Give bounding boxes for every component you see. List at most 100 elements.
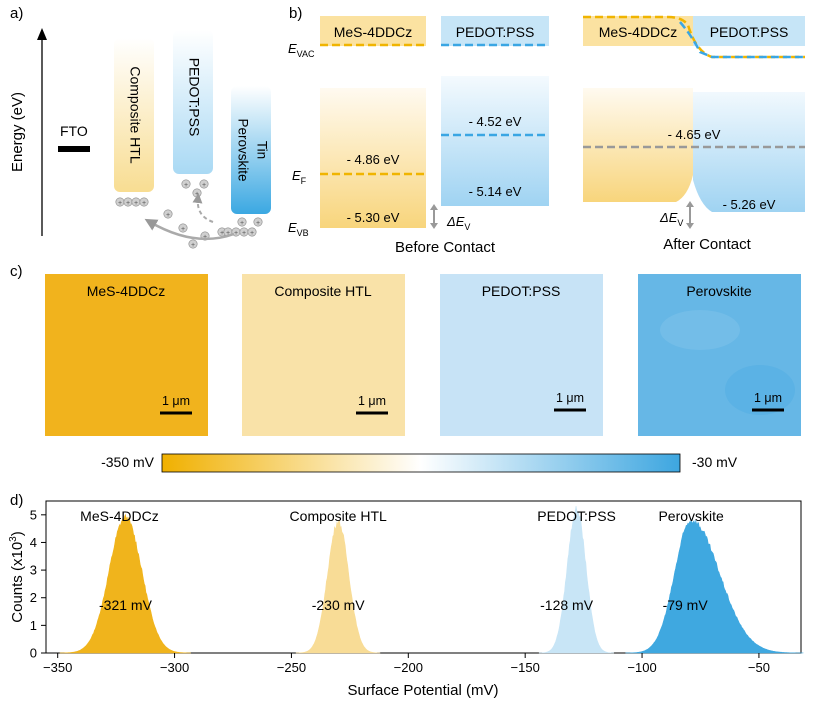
x-axis-label: Surface Potential (mV) bbox=[348, 682, 499, 699]
hole-marker-sign: + bbox=[203, 234, 207, 241]
histogram-area bbox=[295, 519, 381, 654]
mes-box bbox=[320, 16, 426, 46]
after-vb-value: - 5.26 eV bbox=[723, 197, 776, 212]
scale-bar-label: 1 μm bbox=[754, 391, 782, 405]
delta-ev-label: ΔEV bbox=[446, 214, 470, 232]
hole-marker bbox=[139, 197, 149, 207]
mes-vb-value: - 5.30 eV bbox=[347, 210, 400, 225]
hole-marker-sign: + bbox=[240, 220, 244, 227]
after-pedot-box bbox=[693, 16, 805, 46]
series-name-label: Perovskite bbox=[658, 508, 724, 524]
after-fermi-value: - 4.65 eV bbox=[668, 127, 721, 142]
after-pedot-box-label: PEDOT:PSS bbox=[710, 24, 789, 40]
hole-marker-sign: + bbox=[126, 200, 130, 207]
energy-axis-label: Energy (eV) bbox=[9, 92, 26, 172]
panel-c: c) MeS-4DDCz 1 μm Composite HTL 1 μm PED… bbox=[10, 263, 801, 473]
composite-htl-bar-label: Composite HTL bbox=[127, 66, 143, 163]
y-tick-label: 2 bbox=[30, 590, 37, 605]
mes-fermi-value: - 4.86 eV bbox=[347, 152, 400, 167]
colorbar bbox=[161, 453, 681, 473]
map-title: Perovskite bbox=[686, 283, 752, 299]
axis-layer: −350 −300 −250 −200 −150 −100 −50 0 1 2 3 4 5 bbox=[30, 507, 770, 675]
peak-value-label: -230 mV bbox=[312, 597, 366, 613]
hole-marker-sign: + bbox=[250, 230, 254, 237]
hole-marker bbox=[247, 227, 257, 237]
map-title: PEDOT:PSS bbox=[482, 283, 561, 299]
mes-band bbox=[320, 88, 426, 228]
after-delta-ev-arrow-heads-icon bbox=[686, 201, 694, 229]
histogram-area bbox=[625, 518, 804, 654]
pedot-band bbox=[441, 76, 549, 206]
kpfm-map-composite-htl: Composite HTL 1 μm bbox=[242, 274, 405, 436]
y-tick-label: 1 bbox=[30, 618, 37, 633]
histogram-area bbox=[59, 513, 191, 654]
hole-marker-sign: + bbox=[226, 230, 230, 237]
after-vac-level-pedot bbox=[679, 21, 805, 59]
hole-marker-sign: + bbox=[134, 200, 138, 207]
panel-a: a) Energy (eV) FTO Composite HTL PEDOT:P… bbox=[9, 5, 271, 249]
hole-transfer-arrow bbox=[144, 218, 235, 241]
hole-marker bbox=[199, 179, 209, 189]
perovskite-bar-label-1: Tin bbox=[254, 141, 269, 159]
kpfm-map-pedot: PEDOT:PSS 1 μm bbox=[440, 274, 603, 436]
hole-marker bbox=[178, 223, 188, 233]
mes-box-label: MeS-4DDCz bbox=[334, 24, 413, 40]
hole-marker bbox=[163, 209, 173, 219]
evb-label: EVB bbox=[288, 220, 309, 238]
after-contact-caption: After Contact bbox=[663, 236, 751, 253]
panel-d-chart: d) MeS-4DDCz -321 mV Composite HTL -230 mV P… bbox=[8, 492, 804, 699]
series-name-label: Composite HTL bbox=[290, 508, 387, 524]
y-tick-label: 4 bbox=[30, 535, 37, 550]
x-tick-label: −50 bbox=[748, 660, 770, 675]
series-pedot-pss: PEDOT:PSS -128 mV bbox=[537, 506, 616, 654]
x-tick-label: −350 bbox=[43, 660, 72, 675]
series-layer: MeS-4DDCz -321 mV Composite HTL -230 mV PEDO… bbox=[59, 506, 804, 654]
after-mes-box-label: MeS-4DDCz bbox=[599, 24, 678, 40]
peak-value-label: -128 mV bbox=[540, 597, 594, 613]
x-tick-label: −100 bbox=[627, 660, 656, 675]
hole-marker-sign: + bbox=[181, 226, 185, 233]
y-tick-label: 0 bbox=[30, 646, 37, 661]
pedot-box bbox=[441, 16, 549, 46]
scale-bar-label: 1 μm bbox=[358, 394, 386, 408]
hole-marker-sign: + bbox=[242, 230, 246, 237]
plot-frame bbox=[45, 500, 802, 654]
peak-value-label: -79 mV bbox=[663, 597, 709, 613]
after-mes-box bbox=[583, 16, 693, 46]
pedot-fermi-value: - 4.52 eV bbox=[469, 114, 522, 129]
hole-marker-sign: + bbox=[184, 182, 188, 189]
panel-d-label: d) bbox=[10, 492, 23, 509]
hole-marker bbox=[181, 179, 191, 189]
hole-marker-sign: + bbox=[234, 230, 238, 237]
hole-marker-sign: + bbox=[195, 191, 199, 198]
panel-b: b) MeS-4DDCz PEDOT:PSS EVAC - 4.86 eV - … bbox=[288, 5, 805, 256]
pedot-bar-label: PEDOT:PSS bbox=[186, 58, 202, 137]
series-perovskite: Perovskite -79 mV bbox=[625, 508, 804, 654]
colorbar-min-label: -350 mV bbox=[101, 454, 155, 470]
hole-marker bbox=[237, 217, 247, 227]
after-mes-band bbox=[583, 88, 693, 202]
x-tick-label: −300 bbox=[160, 660, 189, 675]
perovskite-bar-label-2: Perovskite bbox=[235, 118, 250, 181]
before-contact-caption: Before Contact bbox=[395, 239, 496, 256]
map-title: Composite HTL bbox=[274, 283, 371, 299]
histogram-area bbox=[538, 506, 615, 654]
x-tick-label: −150 bbox=[511, 660, 540, 675]
hole-marker-sign: + bbox=[118, 200, 122, 207]
pedot-vb-value: - 5.14 eV bbox=[469, 184, 522, 199]
series-name-label: PEDOT:PSS bbox=[537, 508, 616, 524]
hole-marker-sign: + bbox=[191, 242, 195, 249]
y-axis-label: Counts (x103) bbox=[8, 531, 26, 622]
panel-a-label: a) bbox=[10, 5, 23, 22]
scale-bar-label: 1 μm bbox=[162, 394, 190, 408]
hole-marker-sign: + bbox=[166, 212, 170, 219]
kpfm-map-perovskite: Perovskite 1 μm bbox=[638, 274, 801, 436]
kpfm-map-mes: MeS-4DDCz 1 μm bbox=[45, 274, 208, 436]
panel-c-label: c) bbox=[10, 263, 23, 280]
peak-value-label: -321 mV bbox=[99, 597, 153, 613]
hole-transfer-dashed-arrow bbox=[192, 193, 214, 223]
fto-level bbox=[58, 146, 90, 152]
hole-marker bbox=[253, 217, 263, 227]
fto-label: FTO bbox=[60, 123, 88, 139]
